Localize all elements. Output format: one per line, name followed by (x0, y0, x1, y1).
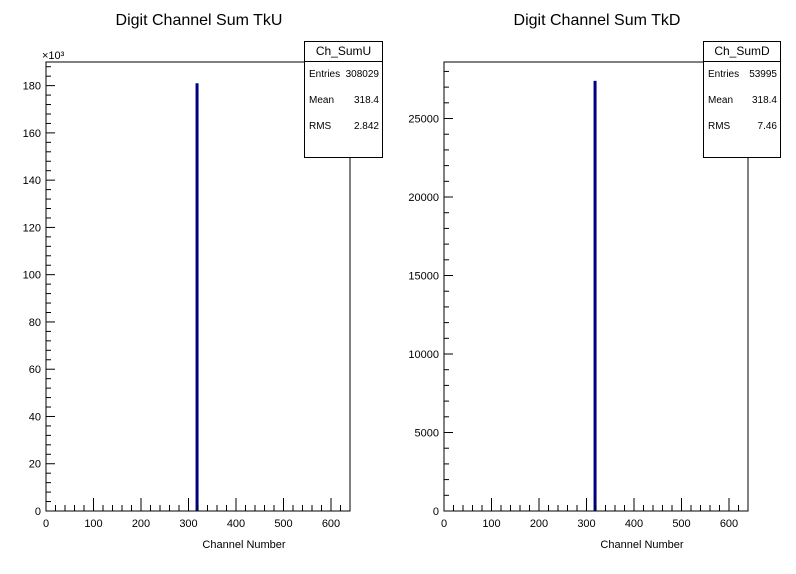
stats-title: Ch_SumD (704, 42, 780, 62)
histogram-plot: 0 100 200 300 400 500 600 0 20 40 60 80 100 120 140 160… (23, 50, 351, 551)
stats-box: Ch_SumD Entries 53995 Mean 318.4 RMS 7.4… (703, 41, 781, 158)
stats-label: RMS (309, 121, 332, 132)
y-tick-label: 180 (23, 81, 41, 93)
x-axis-title: Channel Number (600, 539, 683, 551)
x-tick-label: 200 (132, 518, 150, 530)
y-tick-label: 140 (23, 175, 41, 187)
stats-value: 308029 (345, 69, 379, 80)
x-tick-label: 600 (322, 518, 340, 530)
stats-row-mean: Mean 318.4 (704, 88, 780, 114)
stats-title: Ch_SumU (305, 42, 382, 62)
y-tick-label: 0 (433, 506, 439, 518)
y-tick-label: 40 (29, 411, 41, 423)
x-tick-label: 0 (43, 518, 49, 530)
x-tick-label: 100 (482, 518, 500, 530)
stats-label: Mean (309, 95, 335, 106)
stats-row-entries: Entries 53995 (704, 62, 780, 88)
histogram-panel-tku: Digit Channel Sum TkU 0 100 200 300 400 500 60… (23, 12, 383, 551)
x-tick-label: 300 (577, 518, 595, 530)
stats-label: Mean (708, 95, 734, 106)
x-tick-label: 400 (227, 518, 245, 530)
y-tick-label: 25000 (408, 114, 439, 126)
x-tick-label: 600 (720, 518, 738, 530)
x-tick-label: 100 (84, 518, 102, 530)
y-tick-label: 80 (29, 317, 41, 329)
plot-title: Digit Channel Sum TkD (513, 12, 681, 29)
stats-value: 318.4 (353, 95, 379, 106)
y-tick-label: 20000 (408, 192, 439, 204)
stats-value: 7.46 (757, 121, 777, 132)
y-tick-label: 100 (23, 270, 41, 282)
x-tick-label: 500 (274, 518, 292, 530)
stats-value: 318.4 (751, 95, 777, 106)
stats-row-rms: RMS 7.46 (704, 114, 780, 140)
stats-row-rms: RMS 2.842 (305, 114, 382, 140)
y-tick-label: 160 (23, 128, 41, 140)
y-tick-label: 60 (29, 364, 41, 376)
x-tick-label: 400 (625, 518, 643, 530)
y-tick-label: 10000 (408, 349, 439, 361)
stats-label: Entries (309, 69, 341, 80)
y-tick-label: 120 (23, 222, 41, 234)
stats-box: Ch_SumU Entries 308029 Mean 318.4 RMS 2.… (304, 41, 383, 158)
stats-label: Entries (708, 69, 740, 80)
x-axis-title: Channel Number (202, 539, 285, 551)
stats-value: 53995 (749, 69, 777, 80)
x-tick-label: 0 (441, 518, 447, 530)
stats-label: RMS (708, 121, 731, 132)
y-tick-label: 15000 (408, 271, 439, 283)
stats-value: 2.842 (353, 121, 379, 132)
histogram-bar (195, 83, 199, 511)
stats-row-mean: Mean 318.4 (305, 88, 382, 114)
plot-title: Digit Channel Sum TkU (115, 12, 283, 29)
stats-row-entries: Entries 308029 (305, 62, 382, 88)
y-multiplier-label: ×10³ (42, 50, 65, 62)
x-tick-label: 500 (672, 518, 690, 530)
y-tick-label: 20 (29, 459, 41, 471)
histogram-panel-tkd: Digit Channel Sum TkD 0 100 200 300 400 500 60… (398, 0, 796, 574)
histogram-plot: 0 100 200 300 400 500 600 0 5000 10000 15000 20000 2… (408, 61, 749, 551)
y-tick-label: 0 (35, 506, 41, 518)
x-tick-label: 300 (179, 518, 197, 530)
x-tick-label: 200 (530, 518, 548, 530)
y-tick-label: 5000 (415, 428, 439, 440)
histogram-bar (593, 80, 597, 511)
